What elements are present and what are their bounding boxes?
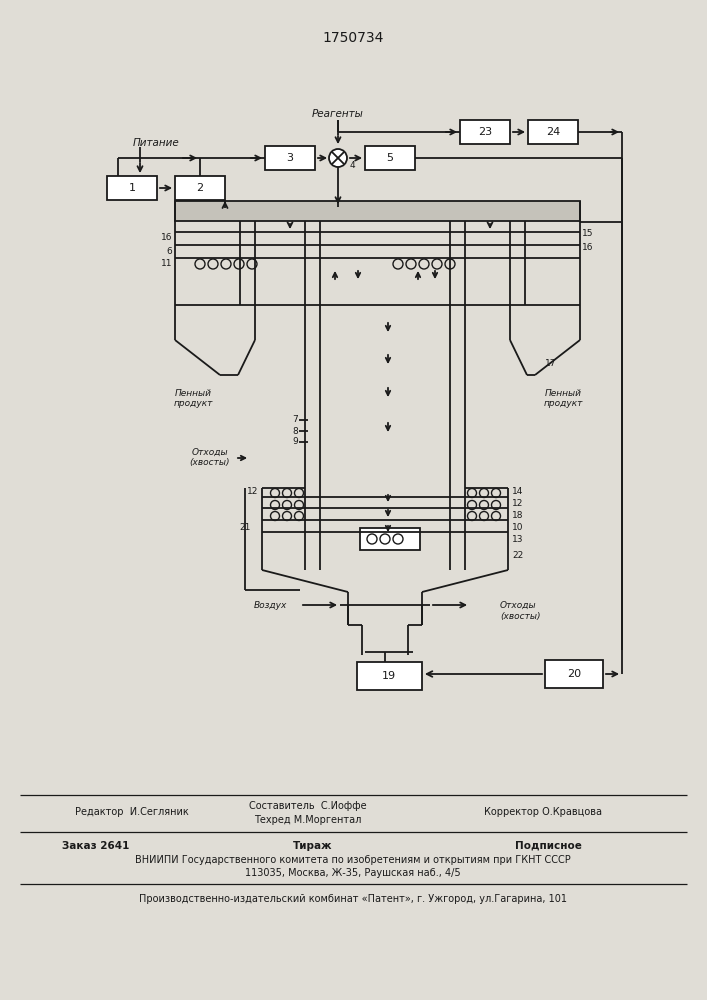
Text: 1: 1 [129, 183, 136, 193]
Text: Редактор  И.Сегляник: Редактор И.Сегляник [75, 807, 189, 817]
Text: Составитель  С.Иоффе: Составитель С.Иоффе [249, 801, 367, 811]
Bar [265, 146, 315, 170]
Text: 6: 6 [166, 246, 172, 255]
Text: 7: 7 [292, 416, 298, 424]
Text: Воздух: Воздух [253, 600, 286, 609]
Text: 21: 21 [239, 524, 251, 532]
Bar [545, 660, 603, 688]
Text: 8: 8 [292, 426, 298, 436]
Text: 19: 19 [382, 671, 396, 681]
Bar [175, 176, 225, 200]
Text: 5: 5 [387, 153, 394, 163]
Text: 3: 3 [286, 153, 293, 163]
Text: 22: 22 [512, 550, 523, 560]
Text: Отходы: Отходы [500, 600, 537, 609]
Text: 12: 12 [512, 498, 523, 508]
Bar [107, 176, 157, 200]
Text: Питание: Питание [133, 138, 180, 148]
Text: 10: 10 [512, 522, 523, 532]
Text: Тираж: Тираж [293, 841, 333, 851]
Circle shape [329, 149, 347, 167]
Text: 20: 20 [567, 669, 581, 679]
Bar [357, 662, 422, 690]
Bar [365, 146, 415, 170]
Bar [175, 201, 580, 221]
Text: 4: 4 [350, 160, 356, 169]
Text: (хвосты): (хвосты) [189, 458, 230, 468]
Text: 17: 17 [545, 359, 556, 367]
Text: 14: 14 [512, 488, 523, 496]
Text: Пенный: Пенный [175, 388, 211, 397]
Text: 16: 16 [160, 233, 172, 242]
Text: 113035, Москва, Ж-35, Раушская наб., 4/5: 113035, Москва, Ж-35, Раушская наб., 4/5 [245, 868, 461, 878]
Bar [528, 120, 578, 144]
Text: Корректор О.Кравцова: Корректор О.Кравцова [484, 807, 602, 817]
Text: 23: 23 [478, 127, 492, 137]
Text: 15: 15 [582, 230, 593, 238]
Text: 24: 24 [546, 127, 560, 137]
Text: 11: 11 [160, 259, 172, 268]
Bar [360, 528, 420, 550]
Text: 13: 13 [512, 534, 523, 544]
Text: Подписное: Подписное [515, 841, 581, 851]
Text: 9: 9 [292, 438, 298, 446]
Text: Отходы: Отходы [192, 448, 228, 456]
Text: (хвосты): (хвосты) [500, 612, 540, 621]
Text: Производственно-издательский комбинат «Патент», г. Ужгород, ул.Гагарина, 101: Производственно-издательский комбинат «П… [139, 894, 567, 904]
Text: ВНИИПИ Государственного комитета по изобретениям и открытиям при ГКНТ СССР: ВНИИПИ Государственного комитета по изоб… [135, 855, 571, 865]
Text: 1750734: 1750734 [322, 31, 384, 45]
Text: Заказ 2641: Заказ 2641 [62, 841, 129, 851]
Text: Техред М.Моргентал: Техред М.Моргентал [255, 815, 362, 825]
Text: 16: 16 [582, 243, 593, 252]
Text: продукт: продукт [173, 399, 213, 408]
Text: 18: 18 [512, 510, 523, 520]
Text: Реагенты: Реагенты [312, 109, 364, 119]
Text: продукт: продукт [543, 399, 583, 408]
Bar [460, 120, 510, 144]
Text: 2: 2 [197, 183, 204, 193]
Text: 12: 12 [247, 488, 258, 496]
Text: Пенный: Пенный [544, 388, 581, 397]
